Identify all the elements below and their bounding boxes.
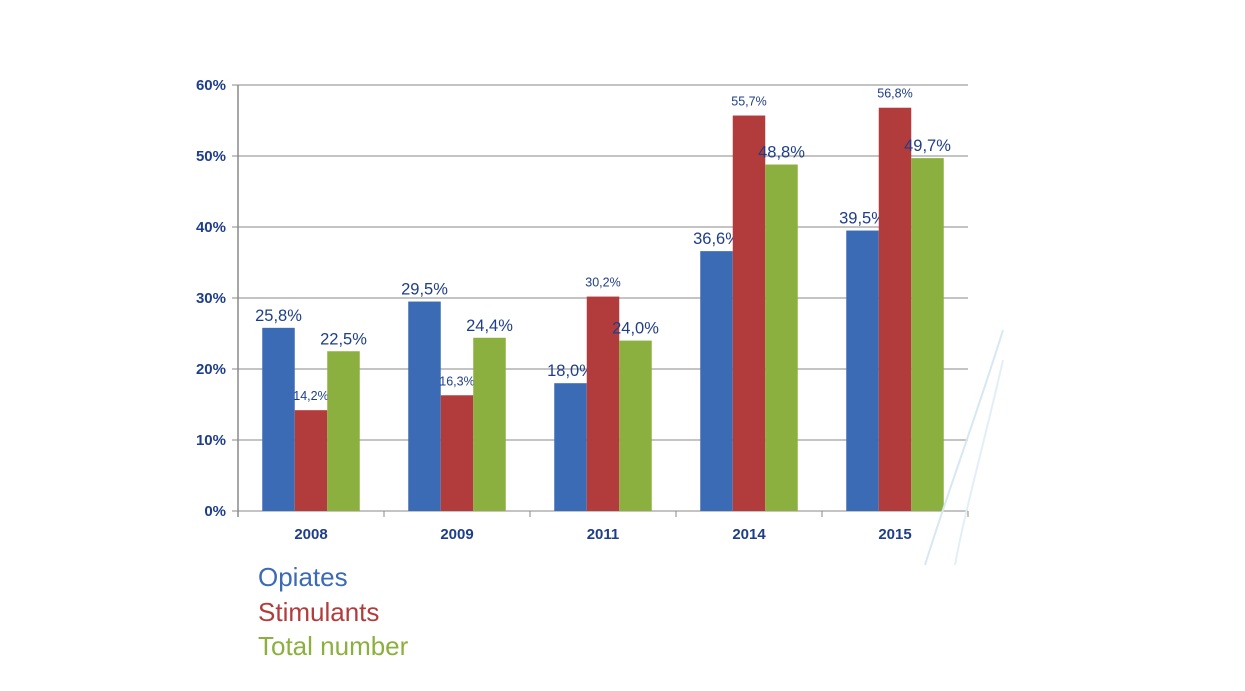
y-tick-label: 60% (196, 77, 226, 94)
y-tick-label: 50% (196, 148, 226, 165)
bar-stimulants (878, 107, 912, 511)
data-label: 55,7% (731, 95, 766, 109)
bar-total-number (473, 337, 506, 511)
data-label: 48,8% (758, 144, 805, 162)
x-tick-label: 2011 (587, 526, 620, 543)
data-label: 36,6% (693, 230, 740, 248)
legend-item: Stimulants (258, 596, 380, 627)
decorative-curve (954, 359, 1004, 566)
data-label: 39,5% (839, 210, 886, 228)
bar-stimulants (294, 410, 328, 511)
legend-item: Opiates (258, 562, 348, 592)
x-tick-label: 2008 (294, 526, 327, 543)
y-tick-label: 30% (196, 290, 226, 307)
bar-total-number (619, 340, 652, 511)
y-tick-label: 20% (196, 361, 226, 378)
data-label: 14,2% (293, 389, 328, 403)
data-label: 22,5% (320, 330, 367, 348)
bar-stimulants (440, 395, 474, 511)
data-label: 49,7% (904, 137, 951, 155)
bar-opiates (554, 383, 587, 511)
x-tick-label: 2015 (878, 526, 911, 543)
decorative-curve (924, 329, 1004, 566)
bar-stimulants (732, 115, 766, 511)
data-label: 16,3% (439, 374, 474, 388)
data-label: 56,8% (877, 87, 912, 101)
data-label: 18,0% (547, 362, 594, 380)
bar-opiates (408, 301, 441, 511)
data-label: 25,8% (255, 307, 302, 325)
y-tick-label: 0% (204, 503, 226, 520)
bar-total-number (327, 351, 360, 511)
y-tick-label: 10% (196, 432, 226, 449)
bar-opiates (700, 251, 733, 511)
data-label: 24,0% (612, 320, 659, 338)
data-label: 30,2% (585, 276, 620, 290)
y-tick-label: 40% (196, 219, 226, 236)
legend-item: Total number (258, 631, 409, 661)
bar-total-number (765, 164, 798, 511)
bar-total-number (911, 158, 944, 511)
bar-opiates (262, 327, 295, 511)
bar-stimulants (586, 296, 620, 511)
x-tick-label: 2009 (440, 526, 473, 543)
bar-opiates (846, 230, 879, 512)
data-label: 29,5% (401, 281, 448, 299)
data-label: 24,4% (466, 317, 513, 335)
x-tick-label: 2014 (732, 526, 766, 543)
